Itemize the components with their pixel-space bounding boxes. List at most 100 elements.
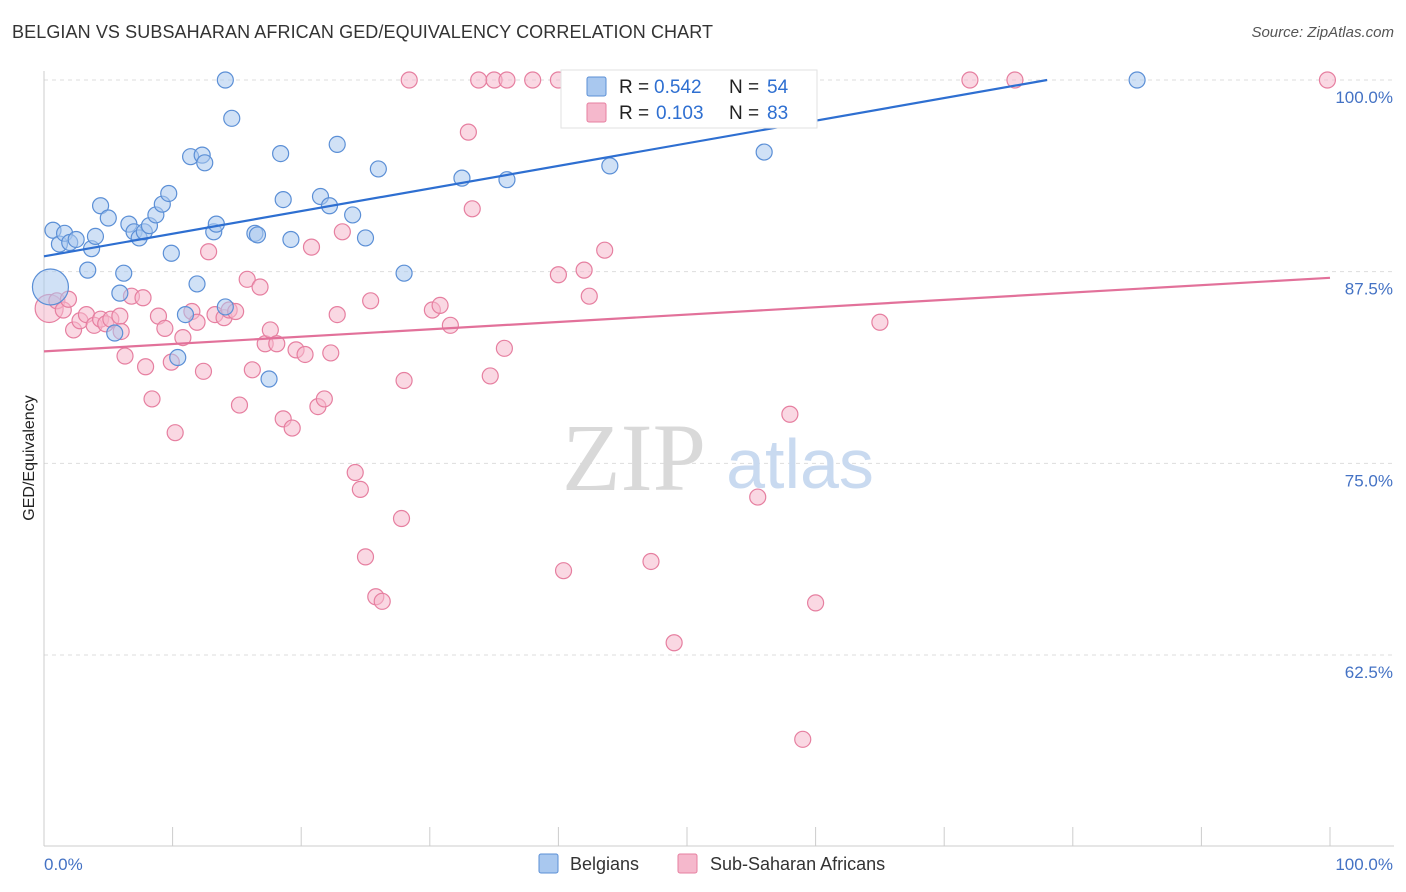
- ssa-point: [431, 296, 449, 314]
- ssa-point: [642, 552, 660, 571]
- ssa-point: [373, 592, 391, 610]
- belgian-point: [282, 230, 300, 249]
- legend-r-belgians: 0.542: [654, 77, 702, 98]
- y-tick-label: 100.0%: [1335, 88, 1393, 107]
- ssa-point: [230, 396, 249, 414]
- bottom-legend: Belgians Sub-Saharan Africans: [538, 853, 885, 874]
- ssa-point: [346, 463, 364, 482]
- belgian-point: [369, 160, 387, 178]
- legend-r-label: R =: [619, 77, 649, 98]
- y-tick-label: 62.5%: [1345, 663, 1393, 682]
- trend-lines: [43, 78, 1331, 353]
- bottom-legend-swatch-belgians: [538, 853, 559, 874]
- axes: [43, 71, 1394, 847]
- belgian-point: [111, 284, 129, 302]
- ssa-point: [322, 344, 340, 362]
- ssa-point: [200, 243, 218, 261]
- legend-n-sub-saharan-africans: 83: [767, 103, 788, 124]
- ssa-point: [400, 71, 418, 89]
- ssa-point: [392, 509, 411, 528]
- belgian-point: [344, 206, 362, 224]
- ssa-point: [463, 200, 481, 218]
- ssa-point: [296, 345, 314, 364]
- belgian-point: [755, 143, 773, 161]
- series-belgians: [31, 71, 1146, 388]
- x-tick-label-min: 0.0%: [44, 855, 83, 874]
- belgian-point: [274, 191, 292, 209]
- legend-n-label: N =: [729, 103, 759, 124]
- ssa-point: [166, 424, 184, 442]
- ssa-point: [596, 241, 614, 259]
- ssa-point: [1318, 71, 1337, 89]
- belgian-point: [328, 135, 346, 153]
- ssa-point: [481, 367, 499, 385]
- legend-swatch-belgians: [586, 76, 607, 97]
- belgian-point: [106, 324, 124, 342]
- ssa-point: [362, 292, 380, 310]
- ssa-point: [351, 480, 369, 498]
- ssa-point: [749, 488, 767, 506]
- ssa-point: [665, 634, 683, 652]
- belgian-point: [86, 227, 105, 245]
- legend-n-label: N =: [729, 77, 759, 98]
- x-tick-label-max: 100.0%: [1335, 855, 1393, 874]
- sub-saharan-africans-trend-line: [43, 276, 1331, 353]
- legend: R = 0.542 N = 54 R = 0.103 N = 83: [560, 69, 818, 129]
- ssa-point: [495, 339, 513, 357]
- watermark: ZIP atlas: [562, 404, 874, 511]
- ssa-point: [580, 287, 598, 305]
- belgian-point: [395, 264, 413, 282]
- chart-source: Source: ZipAtlas.com: [1251, 24, 1394, 41]
- ssa-point: [781, 405, 799, 423]
- ssa-point: [395, 371, 413, 390]
- ssa-point: [111, 307, 129, 325]
- belgian-point: [356, 229, 375, 247]
- belgian-point: [115, 264, 133, 282]
- y-tick-label: 87.5%: [1345, 280, 1393, 299]
- ssa-point: [143, 390, 161, 408]
- legend-r-label: R =: [619, 103, 649, 124]
- belgian-point: [176, 306, 195, 324]
- ssa-point: [194, 362, 213, 380]
- belgian-point: [67, 230, 85, 249]
- ssa-point: [251, 278, 269, 296]
- ssa-point: [333, 223, 351, 241]
- ssa-point: [459, 123, 477, 141]
- ssa-point: [238, 270, 256, 288]
- belgian-point: [1128, 71, 1146, 89]
- ssa-point: [549, 266, 568, 284]
- belgian-point: [216, 298, 234, 316]
- ssa-point: [871, 313, 889, 331]
- ssa-point: [470, 71, 488, 89]
- ssa-point: [806, 594, 825, 612]
- ssa-point: [156, 319, 174, 337]
- belgian-point: [188, 275, 206, 293]
- belgian-point: [162, 244, 180, 262]
- belgian-point: [169, 348, 187, 367]
- ssa-point: [356, 548, 375, 566]
- belgian-point: [31, 268, 70, 306]
- ssa-point: [136, 358, 155, 376]
- ssa-point: [554, 562, 573, 580]
- bottom-legend-swatch-sub-saharan-africans: [677, 853, 698, 874]
- y-tick-label: 75.0%: [1345, 471, 1393, 490]
- belgian-point: [248, 226, 267, 244]
- y-tick-labels: 62.5% 75.0% 87.5% 100.0%: [1335, 88, 1393, 682]
- ssa-point: [524, 71, 542, 89]
- ssa-point: [961, 71, 979, 89]
- belgian-point: [223, 109, 241, 127]
- belgian-point: [99, 209, 117, 227]
- ssa-point: [441, 316, 459, 334]
- ssa-point: [328, 306, 346, 324]
- ssa-point: [315, 390, 333, 408]
- belgian-point: [160, 184, 178, 203]
- legend-r-sub-saharan-africans: 0.103: [656, 103, 704, 124]
- ssa-point: [134, 289, 152, 307]
- legend-swatch-sub-saharan-africans: [586, 102, 607, 123]
- belgian-point: [216, 71, 234, 89]
- ssa-point: [575, 261, 593, 279]
- bottom-legend-sub-saharan-africans: Sub-Saharan Africans: [710, 854, 885, 874]
- bottom-legend-belgians: Belgians: [570, 854, 639, 874]
- ssa-point: [268, 335, 286, 353]
- belgian-point: [79, 261, 97, 279]
